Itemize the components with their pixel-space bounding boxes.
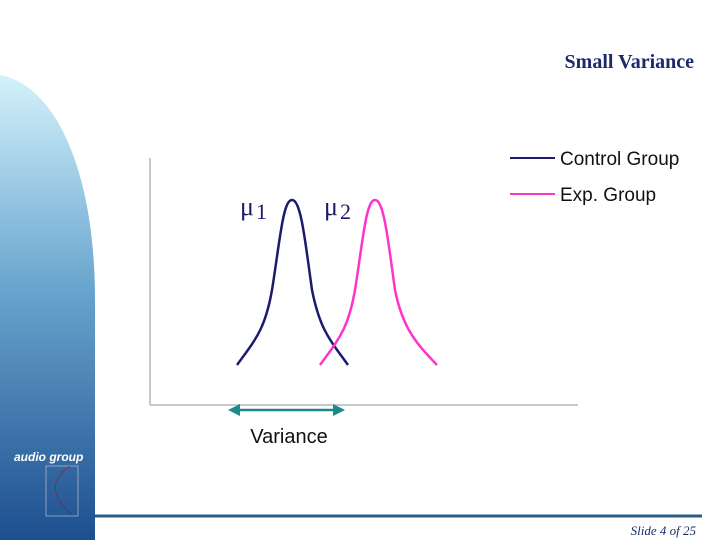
legend: Control Group Exp. Group — [510, 149, 679, 206]
logo-graphic — [45, 465, 79, 517]
slide-title: Small Variance — [565, 51, 695, 73]
mean-label: μ2 — [324, 192, 351, 224]
legend-label: Exp. Group — [560, 185, 656, 206]
variance-label: Variance — [250, 426, 327, 448]
slide-number: Slide 4 of 25 — [631, 523, 697, 538]
legend-label: Control Group — [560, 149, 679, 170]
variance-arrow — [228, 404, 345, 416]
exp-curve — [318, 198, 438, 366]
control-curve — [235, 198, 350, 366]
logo: audio group — [14, 450, 83, 464]
mean-label: μ1 — [240, 192, 267, 224]
sidebar — [0, 75, 95, 540]
